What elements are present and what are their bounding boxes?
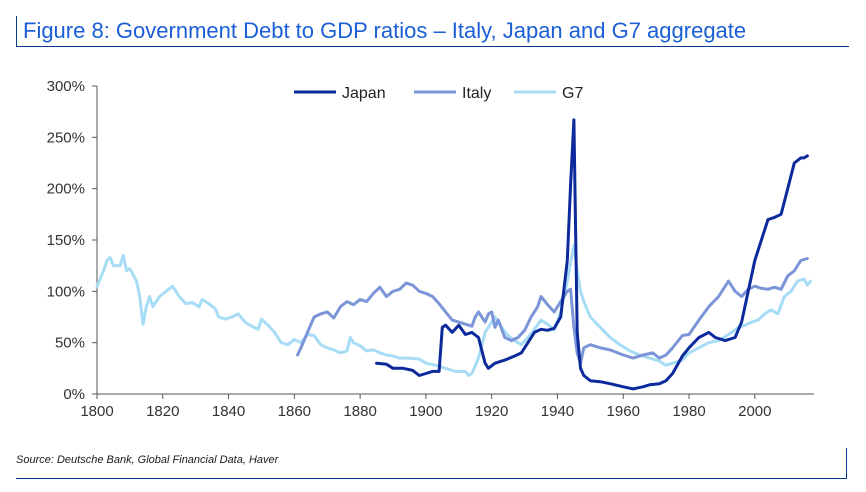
x-tick-label: 1980 [672,403,705,420]
series-line-japan [375,118,809,391]
series-line-g7 [95,243,813,377]
y-tick-label: 150% [47,232,85,249]
x-tick-label: 1860 [278,403,311,420]
x-tick-label: 1800 [80,403,113,420]
legend-label-italy: Italy [462,85,491,102]
legend-label-g7: G7 [562,85,583,102]
x-tick-label: 1900 [409,403,442,420]
title-bar: Figure 8: Government Debt to GDP ratios … [16,16,849,47]
chart-axes: 0% 50% 100% 150% 200% 250% 300% 1800 1820 1840 186… [47,78,814,420]
x-tick-label: 1960 [607,403,640,420]
source-note: Source: Deutsche Bank, Global Financial … [16,454,279,466]
y-tick-label: 250% [47,129,85,146]
x-tick-label: 1840 [212,403,245,420]
x-tick-label: 2000 [738,403,771,420]
x-tick-label: 1940 [541,403,574,420]
chart-series [95,118,813,391]
chart-legend: Japan Italy G7 [294,85,583,102]
y-tick-label: 200% [47,181,85,198]
source-box: Source: Deutsche Bank, Global Financial … [16,448,847,479]
x-tick-label: 1820 [146,403,179,420]
y-tick-label: 0% [63,386,85,403]
y-tick-label: 300% [47,78,85,95]
legend-label-japan: Japan [342,85,386,102]
series-line-italy [296,257,809,365]
x-tick-label: 1880 [343,403,376,420]
y-tick-label: 50% [55,335,85,352]
x-tick-label: 1920 [475,403,508,420]
page-title: Figure 8: Government Debt to GDP ratios … [23,18,747,43]
y-tick-label: 100% [47,283,85,300]
